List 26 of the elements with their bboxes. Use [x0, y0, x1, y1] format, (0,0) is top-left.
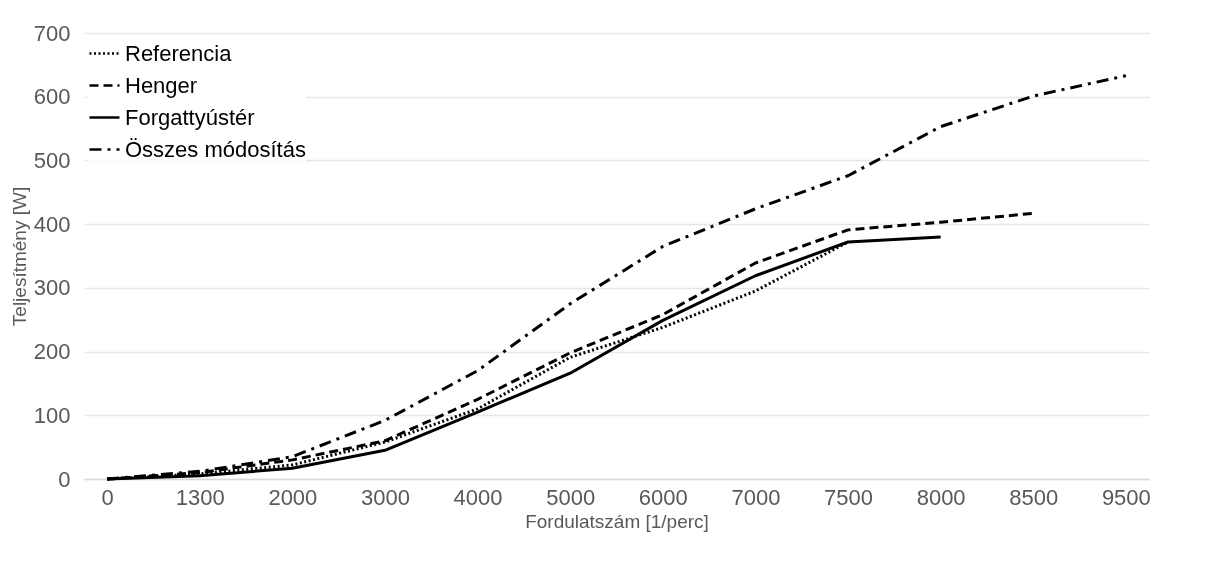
y-tick-label: 500 [33, 147, 71, 173]
legend-label: Henger [125, 72, 198, 98]
y-axis-title: Teljesítmény [W] [8, 186, 30, 327]
x-tick-label: 7500 [824, 484, 873, 510]
x-tick-label: 9500 [1101, 484, 1151, 510]
x-tick-label: 7000 [731, 484, 781, 510]
y-tick-label: 0 [58, 466, 71, 492]
y-tick-label: 100 [33, 402, 71, 428]
x-tick-label: 8500 [1009, 484, 1059, 510]
x-tick-label: 1300 [175, 484, 225, 510]
y-tick-label: 600 [33, 84, 71, 110]
x-tick-label: 0 [101, 484, 114, 510]
y-tick-label: 200 [33, 339, 71, 365]
y-tick-label: 400 [33, 211, 71, 237]
x-tick-label: 6000 [638, 484, 688, 510]
x-tick-label: 8000 [916, 484, 966, 510]
x-tick-label: 4000 [453, 484, 503, 510]
x-tick-label: 2000 [268, 484, 318, 510]
legend-label: Összes módosítás [125, 136, 306, 162]
legend-label: Forgattyústér [125, 104, 255, 130]
x-tick-label: 5000 [546, 484, 596, 510]
x-axis-title: Fordulatszám [1/perc] [525, 510, 709, 532]
legend-label: Referencia [125, 40, 233, 66]
y-tick-label: 700 [33, 20, 71, 46]
y-tick-label: 300 [33, 275, 71, 301]
x-tick-label: 3000 [361, 484, 410, 510]
